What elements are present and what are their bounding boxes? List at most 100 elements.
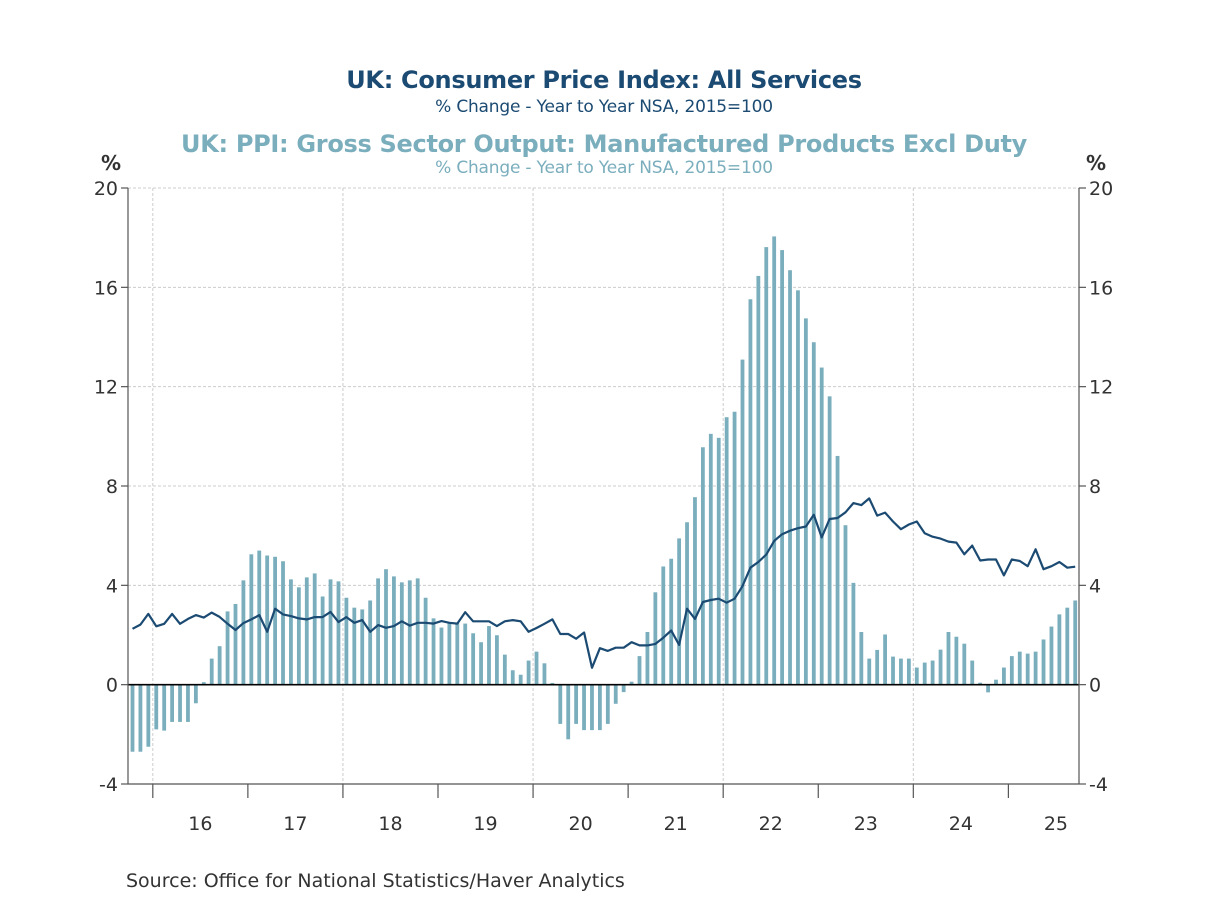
gridlines [128,187,1079,784]
ppi-bar [526,660,531,685]
ppi-bar [994,679,998,685]
ppi-bar [835,455,840,685]
ppi-bar [273,556,277,685]
ppi-bar [780,250,785,685]
x-tick-label: 17 [283,813,307,835]
cpi-line [131,497,1076,669]
x-tick-label: 19 [473,813,497,835]
ppi-bar [178,684,182,722]
ppi-bar [716,437,721,685]
ppi-bar [265,555,270,685]
ppi-bar [336,581,341,685]
ppi-bar [320,596,325,685]
ppi-bar [1041,639,1046,685]
ppi-bar [724,417,729,685]
ppi-bar [542,663,547,685]
ppi-bar [891,656,895,685]
ppi-bar [685,522,689,685]
ppi-bar [447,623,452,685]
ppi-bar [201,682,206,685]
x-tick-label: 25 [1044,813,1068,835]
ppi-bar [558,684,563,724]
ppi-bar [399,582,404,685]
right-y-tick-label: 12 [1089,377,1113,399]
ppi-bar [154,684,159,730]
ppi-bar [621,684,626,693]
ppi-bar [368,600,373,685]
right-y-tick-label: 16 [1089,277,1113,299]
ppi-bar [463,623,468,685]
x-tick-label: 21 [664,813,688,835]
ppi-bar [1002,667,1006,685]
ppi-bar [796,290,800,685]
left-axis-unit: % [101,151,122,175]
ppi-bar [899,658,903,685]
ppi-bar [597,684,602,731]
ppi-bar [439,627,444,685]
x-tick-label: 24 [949,813,973,835]
x-tick-label: 23 [854,813,878,835]
x-tick-label: 18 [378,813,402,835]
ppi-bar [590,684,594,731]
ppi-bar [431,618,436,685]
ppi-bar [1025,653,1030,685]
left-y-tick-label: -4 [99,774,118,796]
ppi-bar [661,566,666,685]
tick-labels: -4 -4 0 0 4 4 8 8 12 12 16 16 20 20 16 17 18 19 20 21 22 23 24… [94,178,1113,835]
left-y-tick-label: 8 [106,476,118,498]
ppi-bar [1065,607,1070,685]
ppi-bar [613,684,618,704]
ppi-bar [502,654,507,685]
right-y-tick-label: 8 [1089,476,1101,498]
ppi-bar [700,447,705,685]
ppi-bar [1009,656,1014,685]
ppi-bar [605,684,610,724]
ppi-bar [407,580,412,685]
ppi-bar [566,684,571,740]
ppi-bar [186,684,190,722]
ppi-bar [344,597,349,685]
ppi-bar [867,658,872,685]
chart-subtitle-cpi-services: % Change - Year to Year NSA, 2015=100 [435,97,773,117]
axes [121,187,1086,798]
ppi-bar [732,411,737,685]
ppi-bar [495,635,499,685]
ppi-bar [756,275,761,685]
ppi-bar [764,247,769,685]
ppi-bar-series [130,236,1078,752]
ppi-bar [479,642,483,685]
ppi-bar [534,651,539,685]
ppi-bar [257,550,262,685]
ppi-bar [360,609,365,685]
ppi-bar [914,667,919,685]
ppi-bar [637,656,642,685]
ppi-bar [875,649,880,685]
ppi-bar [851,582,856,685]
ppi-bar [241,580,246,685]
ppi-bar [978,682,983,685]
ppi-bar [312,573,317,685]
ppi-bar [423,597,428,685]
right-y-tick-label: 4 [1089,575,1101,597]
ppi-bar [740,359,745,685]
left-y-tick-label: 16 [94,277,118,299]
ppi-bar [986,684,990,693]
ppi-bar [146,684,151,747]
ppi-bar [415,578,420,685]
ppi-bar [574,684,579,724]
ppi-bar [708,433,713,685]
ppi-bar [645,632,650,685]
left-y-tick-label: 0 [106,675,118,697]
ppi-bar [922,662,927,685]
left-y-tick-label: 20 [94,178,118,200]
chart-title-ppi-manufactured: UK: PPI: Gross Sector Output: Manufactur… [181,130,1027,158]
ppi-bar [677,538,682,685]
ppi-bar [289,579,293,685]
left-y-tick-label: 4 [106,575,118,597]
ppi-bar [225,611,230,685]
ppi-bar [138,684,143,752]
ppi-bar [803,318,808,685]
right-axis-unit: % [1086,151,1107,175]
ppi-bar [970,660,975,685]
